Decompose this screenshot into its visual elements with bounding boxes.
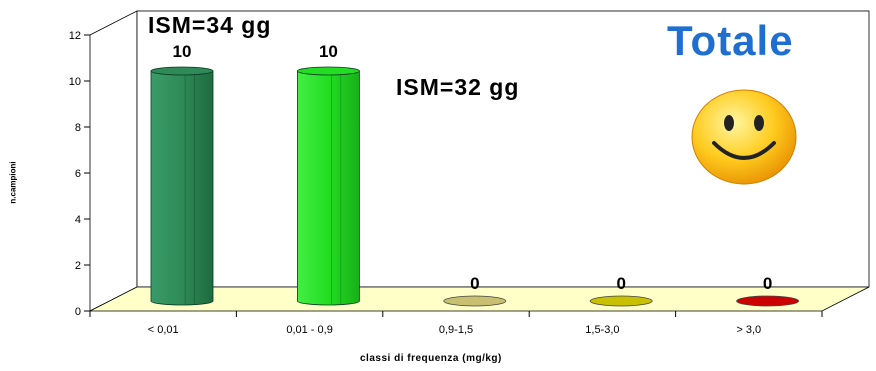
data-label: 10 <box>319 42 338 61</box>
y-axis-label: n.campioni <box>8 161 18 204</box>
bar <box>589 295 653 307</box>
x-tick-label: 0,9-1,5 <box>439 324 473 336</box>
bar <box>296 66 360 306</box>
y-tick-label: 0 <box>75 306 81 318</box>
x-tick-label: 0,01 - 0,9 <box>286 324 332 336</box>
y-tick-label: 10 <box>69 76 81 88</box>
bar-top <box>150 66 214 76</box>
x-tick-label: > 3,0 <box>736 324 761 336</box>
y-tick-label: 6 <box>75 168 81 180</box>
data-label: 0 <box>763 274 772 293</box>
bar <box>443 295 507 307</box>
bar-disc <box>589 295 653 307</box>
bar-top <box>296 66 360 76</box>
chart-title: Totale <box>667 17 794 64</box>
chart-walls <box>89 10 870 312</box>
y-tick-label: 2 <box>75 260 81 272</box>
data-label: 10 <box>173 42 192 61</box>
bar-disc <box>736 295 799 307</box>
x-axis-ticks: < 0,01 0,01 - 0,9 0,9-1,5 1,5-3,0 > 3,0 <box>89 311 823 336</box>
bar <box>150 66 214 306</box>
x-axis-label: classi di frequenza (mg/kg) <box>360 353 502 364</box>
y-tick-label: 8 <box>75 122 81 134</box>
data-label: 0 <box>616 274 625 293</box>
annotation-ism-34: ISM=34 gg <box>148 12 272 38</box>
x-tick-label: < 0,01 <box>148 324 179 336</box>
bar-body <box>297 70 360 306</box>
y-axis-ticks: 0 2 4 6 8 10 12 <box>69 30 90 318</box>
annotation-ism-32: ISM=32 gg <box>396 74 520 100</box>
data-labels: 10 10 0 0 0 <box>173 42 773 293</box>
bar-body <box>150 70 214 306</box>
smiley-icon <box>691 89 797 185</box>
y-tick-label: 4 <box>75 214 81 226</box>
bars-group <box>150 66 799 307</box>
y-tick-label: 12 <box>69 30 81 42</box>
data-label: 0 <box>470 274 479 293</box>
bar <box>736 295 799 307</box>
x-tick-label: 1,5-3,0 <box>585 324 619 336</box>
bar-disc <box>443 295 507 307</box>
side-wall <box>89 10 138 312</box>
